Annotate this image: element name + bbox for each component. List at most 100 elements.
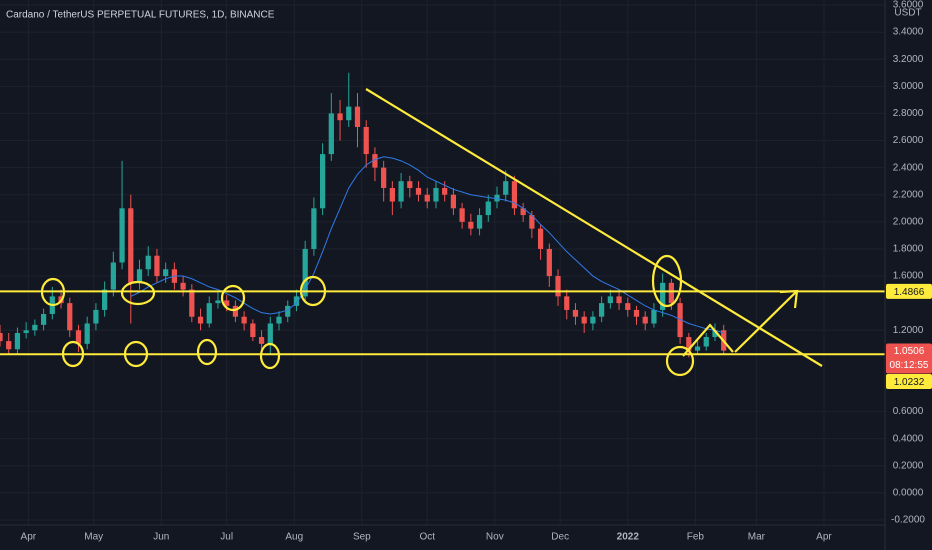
candle-body (145, 255, 151, 270)
candle-body (407, 181, 413, 188)
candle-body (520, 208, 526, 216)
candle-body (485, 201, 491, 216)
candle-body (84, 323, 90, 344)
x-tick-label: Dec (551, 532, 569, 543)
candle-body (703, 337, 709, 347)
y-tick-label: 2.0000 (893, 216, 924, 227)
candle-body (476, 215, 483, 229)
y-tick-label: -0.2000 (891, 515, 925, 526)
candle-body (119, 208, 125, 263)
arrow (734, 290, 798, 353)
circle (61, 340, 85, 368)
candle-body (677, 303, 683, 338)
candle-body (581, 316, 587, 324)
drawings (40, 88, 823, 377)
candle-body (293, 296, 300, 306)
candle-body (32, 324, 38, 331)
candle-body (189, 289, 195, 317)
candle-body (415, 187, 422, 195)
candle-body (372, 154, 378, 168)
candle-body (276, 316, 282, 324)
candle-body (354, 106, 361, 127)
circle (220, 284, 246, 312)
y-tick-label: 2.6000 (893, 135, 924, 146)
candle-body (599, 303, 605, 317)
circle (665, 345, 695, 377)
candle-body (75, 330, 82, 344)
candle-body (232, 305, 239, 317)
candle-body (224, 300, 230, 306)
y-tick-label: 3.6000 (893, 0, 924, 11)
candle-body (503, 181, 509, 195)
candle-body (311, 208, 317, 249)
circle (120, 280, 156, 306)
candle-body (381, 167, 387, 188)
candle-body (23, 330, 29, 333)
candle-body (258, 337, 265, 344)
candle-body (494, 194, 500, 202)
candle-body (642, 316, 648, 324)
candle-body (163, 269, 169, 277)
y-tick-label: 1.2000 (893, 325, 924, 336)
candle-body (0, 332, 3, 342)
candle-body (686, 337, 692, 351)
candle-body (433, 187, 439, 202)
level-label: 1.4866 (894, 287, 925, 298)
candle-body (511, 181, 518, 209)
candle-body (302, 248, 308, 297)
candle-body (110, 262, 116, 290)
candle-body (319, 154, 326, 209)
candle-body (546, 248, 552, 277)
moving-average (130, 156, 724, 334)
candle-body (389, 187, 395, 202)
x-tick-label: Jun (153, 532, 169, 543)
candle-body (363, 126, 369, 155)
x-tick-label: Nov (486, 532, 504, 543)
candle-body (442, 187, 448, 195)
circle (259, 342, 281, 370)
candle-body (206, 303, 212, 324)
x-tick-label: Feb (687, 532, 705, 543)
candle-body (398, 181, 404, 202)
candle-body (241, 316, 247, 324)
candle-body (267, 323, 273, 344)
y-tick-label: 1.6000 (893, 271, 924, 282)
candle-body (250, 323, 256, 338)
price-box (886, 374, 932, 390)
candle-body (529, 215, 535, 229)
x-tick-label: Mar (748, 532, 766, 543)
chart-title: Cardano / TetherUS PERPETUAL FUTURES, 1D… (6, 10, 275, 21)
candle-body (67, 303, 73, 331)
axis-labels: 3.6000 3.4000 3.2000 3.0000 2.8000 2.6000 2.40… (21, 0, 932, 543)
x-tick-label: Sep (353, 532, 371, 543)
y-tick-label: 2.4000 (893, 162, 924, 173)
price-box (886, 283, 932, 299)
y-tick-label: 0.6000 (893, 406, 924, 417)
candle-body (40, 314, 47, 325)
candle-body (102, 289, 108, 310)
candle-body (450, 194, 457, 209)
countdown: 08:12:55 (890, 360, 929, 371)
candle-body (468, 221, 474, 229)
candle-body (564, 296, 570, 310)
circle (299, 275, 327, 307)
candle-body (136, 269, 143, 283)
candle-body (607, 296, 613, 304)
candle-body (14, 332, 21, 350)
x-tick-label: Aug (285, 532, 303, 543)
y-tick-label: 1.8000 (893, 244, 924, 255)
y-tick-label: 2.8000 (893, 108, 924, 119)
candle-body (572, 309, 579, 317)
candle-body (337, 113, 343, 121)
x-tick-label: May (84, 532, 103, 543)
circle (40, 277, 66, 307)
circle (196, 338, 218, 366)
circle (651, 254, 683, 308)
candle-body (154, 255, 160, 277)
x-tick-label: Jul (220, 532, 233, 543)
x-tick-label: 2022 (617, 532, 640, 543)
candle-body (668, 282, 674, 304)
candle-body (328, 113, 334, 155)
price-axis (885, 0, 932, 550)
candle-body (285, 305, 291, 317)
